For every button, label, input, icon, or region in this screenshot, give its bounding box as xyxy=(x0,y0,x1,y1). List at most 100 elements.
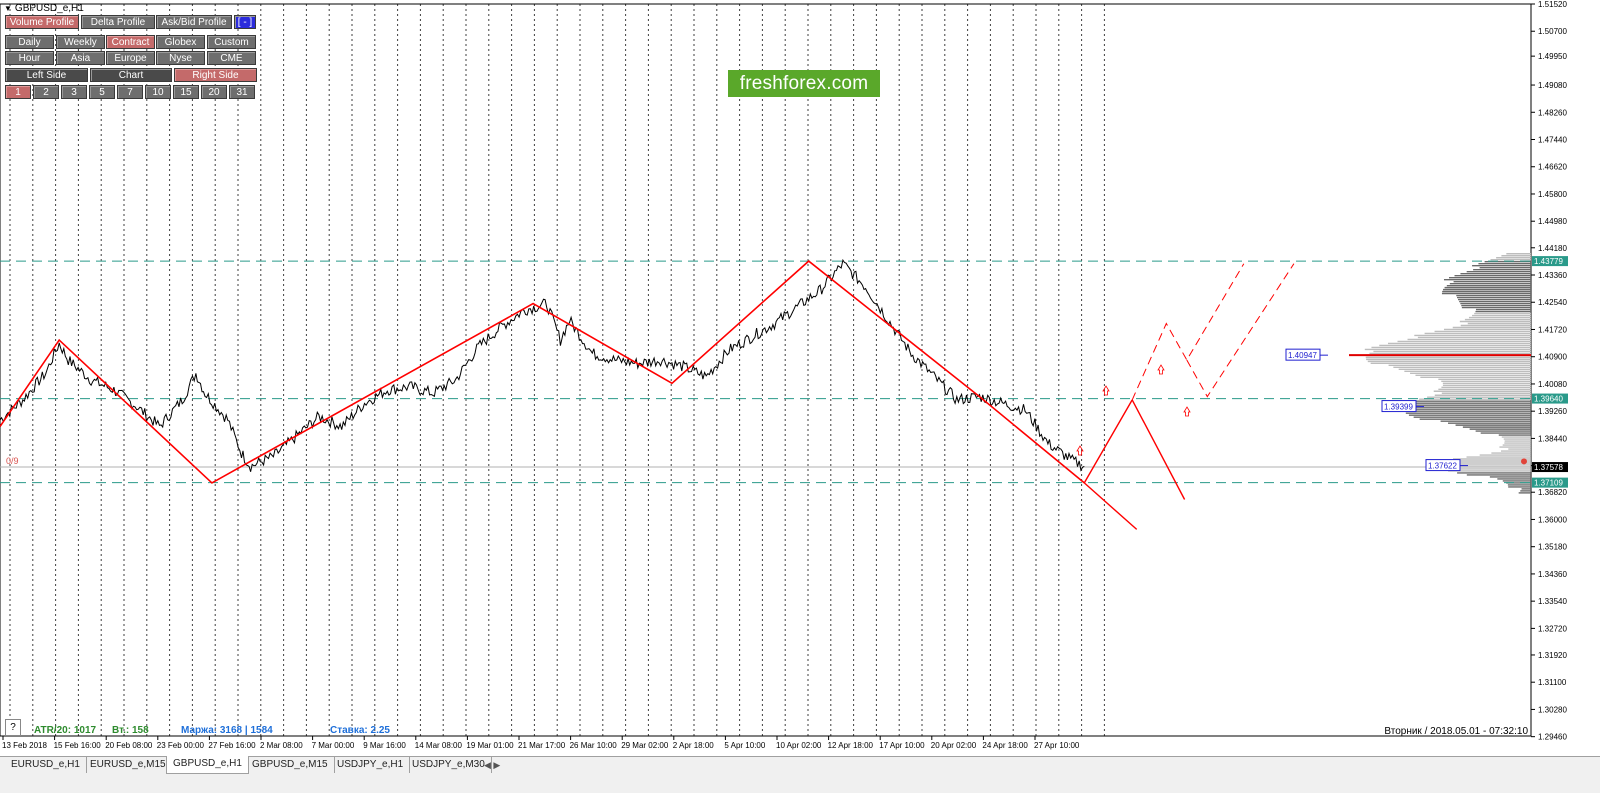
x-tick-label: 2 Apr 18:00 xyxy=(673,741,714,750)
y-tick-label: 1.44980 xyxy=(1538,217,1567,226)
price-level-tag-text: 1.37578 xyxy=(1534,463,1563,472)
atr-readout: ATR/20: 1017 xyxy=(34,725,97,736)
x-tick-label: 26 Mar 10:00 xyxy=(570,741,618,750)
toolbar-button-10[interactable]: 10 xyxy=(145,85,171,99)
plot-frame xyxy=(0,3,1532,737)
zigzag-line xyxy=(0,260,1085,484)
brand-logo: freshforex.com xyxy=(728,70,880,97)
up-arrow-icon xyxy=(1183,406,1191,417)
up-arrow-icon xyxy=(1076,445,1084,456)
symbol-title-text: GBPUSD_e,H1 xyxy=(14,3,84,14)
toolbar-button-15[interactable]: 15 xyxy=(173,85,199,99)
y-tick-label: 1.30280 xyxy=(1538,705,1567,714)
collapse-triangle-icon[interactable]: ▼ xyxy=(4,4,12,13)
toolbar-button-1[interactable]: 1 xyxy=(5,85,31,99)
y-tick-label: 1.32720 xyxy=(1538,624,1567,633)
y-tick-label: 1.40900 xyxy=(1538,353,1567,362)
toolbar-button-ask-bid-profile[interactable]: Ask/Bid Profile xyxy=(156,15,232,29)
projection-dashed-line xyxy=(1186,263,1295,398)
help-button[interactable]: ? xyxy=(5,719,21,736)
x-tick-label: 24 Apr 18:00 xyxy=(982,741,1028,750)
y-tick-label: 1.36820 xyxy=(1538,488,1567,497)
y-tick-label: 1.45800 xyxy=(1538,190,1567,199)
server-timestamp: Вторник / 2018.05.01 - 07:32:10 xyxy=(1384,726,1528,737)
y-tick-label: 1.42540 xyxy=(1538,298,1567,307)
toolbar-button-2[interactable]: 2 xyxy=(33,85,59,99)
price-level-tag xyxy=(1532,462,1568,473)
y-tick-label: 1.33540 xyxy=(1538,597,1567,606)
toolbar-button-3[interactable]: 3 xyxy=(61,85,87,99)
y-tick-label: 1.41720 xyxy=(1538,325,1567,334)
y-tick-label: 1.38440 xyxy=(1538,434,1567,443)
x-tick-label: 27 Feb 16:00 xyxy=(208,741,256,750)
tab-eurusd-e-h1[interactable]: EURUSD_e,H1 xyxy=(5,757,87,773)
x-tick-label: 13 Feb 2018 xyxy=(2,741,47,750)
tab-gbpusd-e-m15[interactable]: GBPUSD_e,M15 xyxy=(246,757,335,773)
y-tick-label: 1.29460 xyxy=(1538,733,1567,742)
x-tick-label: 20 Apr 02:00 xyxy=(931,741,977,750)
toolbar-button-hour[interactable]: Hour xyxy=(5,51,54,65)
toolbar-button-volume-profile[interactable]: Volume Profile xyxy=(5,15,79,29)
y-tick-label: 1.49950 xyxy=(1538,52,1567,61)
volume-readout: Вт.: 158 xyxy=(112,725,149,736)
toolbar-button-31[interactable]: 31 xyxy=(229,85,255,99)
x-tick-label: 17 Apr 10:00 xyxy=(879,741,925,750)
toolbar-button-contract[interactable]: Contract xyxy=(106,35,155,49)
y-tick-label: 1.31100 xyxy=(1538,678,1567,687)
y-tick-label: 1.48260 xyxy=(1538,108,1567,117)
up-arrow-icon xyxy=(1157,364,1165,375)
chart-tabs-bar: EURUSD_e,H1 EURUSD_e,M15 GBPUSD_e,H1 GBPUSD… xyxy=(0,756,1600,793)
x-tick-label: 2 Mar 08:00 xyxy=(260,741,303,750)
toolbar-button-7[interactable]: 7 xyxy=(117,85,143,99)
projection-solid-line xyxy=(1083,482,1138,530)
toolbar-button-cme[interactable]: CME xyxy=(207,51,256,65)
toolbar-button-delta-profile[interactable]: Delta Profile xyxy=(81,15,155,29)
toolbar-button-custom[interactable]: Custom xyxy=(207,35,256,49)
price-chart[interactable]: 1.51520 1.50700 1.49950 1.49080 1.48260 1.474… xyxy=(0,0,1600,756)
toolbar-button-daily[interactable]: Daily xyxy=(5,35,54,49)
x-tick-label: 5 Apr 10:00 xyxy=(724,741,765,750)
x-tick-label: 10 Apr 02:00 xyxy=(776,741,822,750)
toolbar-button-left-side[interactable]: Left Side xyxy=(5,68,88,82)
y-tick-label: 1.31920 xyxy=(1538,651,1567,660)
toolbar-button-chart[interactable]: Chart xyxy=(90,68,172,82)
up-arrow-icon xyxy=(1102,385,1110,396)
y-tick-label: 1.50700 xyxy=(1538,27,1567,36)
y-tick-label: 1.40080 xyxy=(1538,380,1567,389)
toolbar-button-weekly[interactable]: Weekly xyxy=(56,35,105,49)
price-label-text: 1.37622 xyxy=(1428,462,1457,471)
toolbar-button-asia[interactable]: Asia xyxy=(56,51,105,65)
projection-solid-line xyxy=(1083,399,1133,484)
x-tick-label: 20 Feb 08:00 xyxy=(105,741,153,750)
x-tick-label: 7 Mar 00:00 xyxy=(312,741,355,750)
tab-usdjpy-e-h1[interactable]: USDJPY_e,H1 xyxy=(331,757,411,773)
y-tick-label: 1.34360 xyxy=(1538,570,1567,579)
y-tick-label: 1.49080 xyxy=(1538,81,1567,90)
x-tick-label: 27 Apr 10:00 xyxy=(1034,741,1080,750)
tab-scroll-arrows-icon[interactable]: ◀ ▶ xyxy=(484,760,501,770)
projection-dashed-line xyxy=(1131,263,1245,401)
symbol-title: ▼ GBPUSD_e,H1 xyxy=(4,3,84,14)
y-tick-label: 1.44180 xyxy=(1538,244,1567,253)
y-tick-label: 1.43360 xyxy=(1538,271,1567,280)
x-tick-label: 29 Mar 02:00 xyxy=(621,741,669,750)
x-tick-label: 9 Mar 16:00 xyxy=(363,741,406,750)
toolbar-button-20[interactable]: 20 xyxy=(201,85,227,99)
projection-solid-line xyxy=(1131,399,1186,500)
tab-eurusd-e-m15[interactable]: EURUSD_e,M15 xyxy=(84,757,173,773)
toolbar-button-globex[interactable]: Globex xyxy=(156,35,205,49)
tab-gbpusd-e-h1[interactable]: GBPUSD_e,H1 xyxy=(166,756,249,774)
price-level-tag-text: 1.39640 xyxy=(1534,395,1563,404)
price-level-tag xyxy=(1532,477,1568,488)
y-tick-label: 1.35180 xyxy=(1538,543,1567,552)
y-tick-label: 1.39260 xyxy=(1538,407,1567,416)
y-tick-label: 1.36000 xyxy=(1538,515,1567,524)
x-tick-label: 15 Feb 16:00 xyxy=(54,741,102,750)
tab-usdjpy-e-m30[interactable]: USDJPY_e,M30 xyxy=(406,757,492,773)
price-label-text: 1.40947 xyxy=(1288,351,1317,360)
toolbar-button-[interactable]: [ - ] xyxy=(234,15,256,29)
toolbar-button-right-side[interactable]: Right Side xyxy=(174,68,257,82)
toolbar-button-nyse[interactable]: Nyse xyxy=(156,51,205,65)
toolbar-button-europe[interactable]: Europe xyxy=(106,51,155,65)
toolbar-button-5[interactable]: 5 xyxy=(89,85,115,99)
